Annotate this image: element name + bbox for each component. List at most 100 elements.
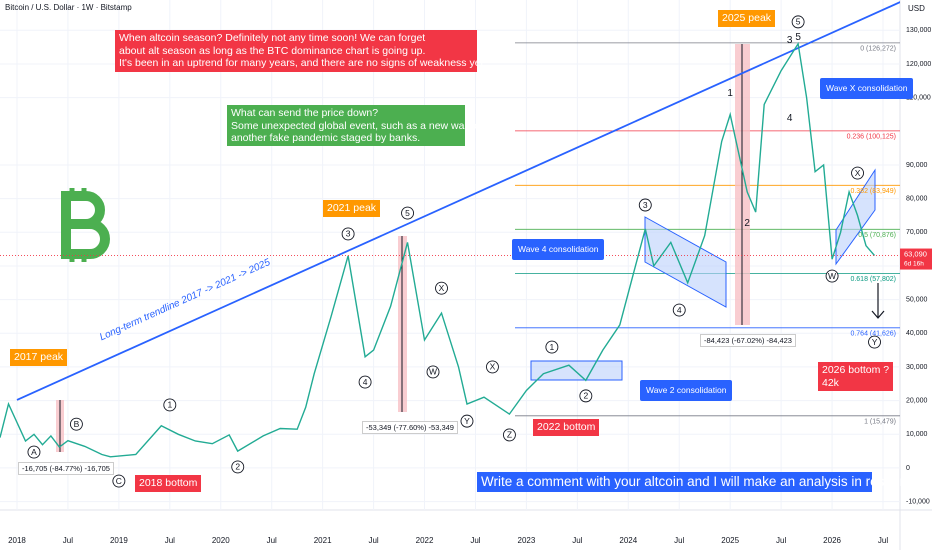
wave-circle [502, 428, 516, 442]
x-tick-label: 2026 [823, 536, 841, 545]
chart-title: Bitcoin / U.S. Dollar · 1W · Bitstamp [5, 3, 132, 12]
peak-label: 2017 peak [10, 349, 68, 366]
y-tick-label: 0 [906, 465, 910, 472]
x-tick-label: Jul [572, 536, 582, 545]
bitcoin-logo [61, 191, 110, 259]
wave-label: 2 [583, 391, 588, 401]
x-tick-label: 2020 [212, 536, 230, 545]
wave-label: A [31, 447, 37, 457]
wave-circle [672, 303, 686, 317]
wave-label: 2 [235, 462, 240, 472]
y-tick-label: 40,000 [906, 330, 928, 337]
wave-circle [401, 206, 414, 220]
fib-label: 0.382 (83,949) [850, 188, 896, 195]
wave-label: 5 [795, 32, 801, 43]
fib-label: 0 (126,272) [860, 46, 896, 53]
wave-label: B [74, 419, 80, 429]
consolidation-channel [644, 216, 727, 308]
wave-circle [791, 15, 805, 29]
wave-circle [231, 460, 245, 474]
x-tick-label: 2024 [619, 536, 637, 545]
wave-label: 5 [796, 17, 801, 27]
note-line: It's been in an uptrend for many years, … [119, 57, 487, 69]
y-tick-label: 80,000 [906, 195, 928, 202]
x-tick-label: Jul [63, 536, 73, 545]
y-tick-label: 30,000 [906, 364, 928, 371]
callout: Wave 4 consolidation [512, 239, 605, 260]
wave-label: 3 [643, 200, 648, 210]
wave-circle [435, 281, 448, 295]
wave-label: X [855, 168, 861, 178]
y-axis-label: USD [908, 4, 925, 13]
wave-label: W [429, 367, 437, 377]
wave-label: 1 [167, 400, 172, 410]
wave-label: 4 [677, 305, 682, 315]
wave-label: 5 [405, 208, 410, 218]
note-line: 2026 bottom ? [822, 364, 890, 376]
note-line: about alt season as long as the BTC domi… [119, 44, 426, 57]
consolidation-channel [835, 168, 876, 266]
fib-label: 0.236 (100,125) [847, 134, 896, 141]
bitcoin-logo [69, 188, 87, 262]
x-tick-label: 2021 [314, 536, 332, 545]
wave-label: 4 [787, 113, 793, 124]
note-line: Some unexpected global event, such as a … [231, 119, 481, 132]
wave-label: 4 [363, 377, 368, 387]
wave-circle [426, 365, 440, 379]
callout: Wave X consolidation [820, 78, 914, 99]
price-tag-label: 63,090 [904, 250, 927, 259]
wave-label: 1 [727, 88, 733, 99]
wave-label: C [116, 476, 122, 486]
bottom-label: 2026 bottom ? 42k [818, 362, 894, 391]
y-tick-label: 120,000 [906, 61, 931, 68]
peak-label: 2025 peak [718, 10, 776, 27]
wave-label: 1 [550, 342, 555, 352]
wave-circle [825, 269, 839, 283]
x-tick-label: Jul [165, 536, 175, 545]
wave-circle [460, 414, 474, 428]
x-tick-label: Jul [674, 536, 684, 545]
bottom-label: 2022 bottom [533, 419, 600, 436]
wave-circle [851, 166, 864, 180]
consolidation-box [530, 360, 623, 381]
y-tick-label: -10,000 [906, 498, 930, 505]
wave-circle [69, 417, 83, 431]
wave-circle [638, 198, 652, 212]
x-tick-label: Jul [776, 536, 786, 545]
price-line [0, 41, 876, 458]
note-line: What can send the price down? [231, 107, 379, 119]
fib-label: 0.764 (41,626) [850, 331, 896, 338]
wave-circle [545, 340, 559, 354]
fib-label: 1 (15,479) [864, 419, 896, 426]
wave-circle [868, 335, 881, 349]
x-tick-label: 2023 [518, 536, 536, 545]
wave-label: 3 [346, 229, 351, 239]
note-box: When altcoin season? Definitely not any … [115, 30, 487, 72]
y-tick-label: 50,000 [906, 296, 928, 303]
y-tick-label: 110,000 [906, 94, 931, 101]
wave-circle [486, 360, 499, 374]
y-tick-label: 90,000 [906, 162, 928, 169]
wave-circle [358, 375, 372, 389]
measure-label: -16,705 (-84.77%) -16,705 [18, 462, 114, 475]
wave-label: X [439, 283, 445, 293]
x-tick-label: Jul [878, 536, 888, 545]
measure-label: -53,349 (-77.60%) -53,349 [362, 421, 458, 434]
wave-circle [112, 474, 126, 488]
note-line: another fake pandemic staged by banks. [231, 132, 421, 144]
trendline [16, 1, 900, 401]
y-tick-label: 20,000 [906, 397, 928, 404]
x-tick-label: 2025 [721, 536, 739, 545]
wave-label: Y [872, 337, 878, 347]
callout: Wave 2 consolidation [640, 380, 733, 401]
wave-label: Z [507, 430, 512, 440]
x-tick-label: Jul [470, 536, 480, 545]
wave-circle [579, 389, 593, 403]
note-box: What can send the price down? Some unexpe… [227, 105, 481, 146]
wave-label: Y [464, 416, 470, 426]
wave-circle [341, 227, 355, 241]
x-tick-label: 2018 [8, 536, 26, 545]
x-tick-label: 2022 [416, 536, 434, 545]
